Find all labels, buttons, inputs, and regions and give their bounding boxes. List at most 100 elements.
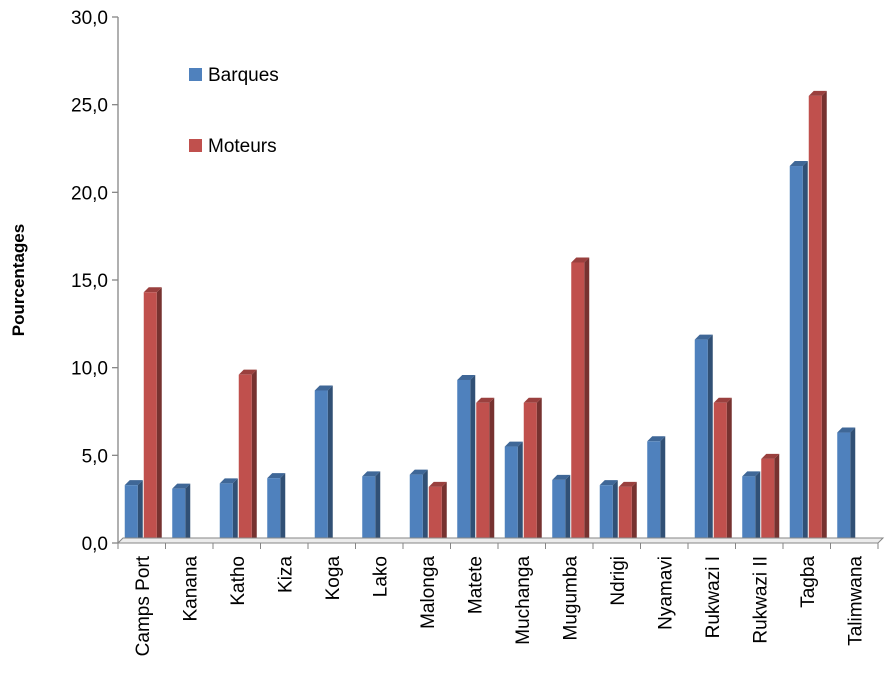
bar-moteurs-13 xyxy=(761,453,780,543)
bar-top xyxy=(761,453,780,459)
bar-side xyxy=(660,436,666,543)
bar-side xyxy=(536,397,542,543)
bar-moteurs-7 xyxy=(476,397,495,543)
bar-front xyxy=(789,166,803,544)
bar-front xyxy=(362,476,376,543)
bar-top xyxy=(457,374,476,380)
bar-front xyxy=(457,379,471,543)
x-tick-label: Rukwazi I xyxy=(703,556,724,638)
bar-barques-15 xyxy=(837,427,856,543)
bar-side xyxy=(612,480,618,543)
bar-front xyxy=(219,483,233,543)
bar-top xyxy=(504,441,523,447)
bar-front xyxy=(552,479,566,543)
bar-side xyxy=(232,478,238,543)
bar-side xyxy=(584,257,590,543)
bar-barques-13 xyxy=(742,471,761,543)
y-tick-label: 0,0 xyxy=(82,534,108,555)
bar-barques-0 xyxy=(124,480,143,543)
bar-top xyxy=(618,481,637,487)
bar-front xyxy=(143,292,157,543)
bar-side xyxy=(774,453,780,543)
x-tick-label: Kiza xyxy=(275,556,296,593)
y-tick-label: 10,0 xyxy=(71,359,108,380)
bar-top xyxy=(599,480,618,486)
bar-moteurs-0 xyxy=(143,287,162,543)
bar-top xyxy=(808,90,827,96)
bar-side xyxy=(156,287,162,543)
bar-side xyxy=(517,441,523,543)
bar-front xyxy=(571,262,585,543)
y-tick-label: 5,0 xyxy=(82,446,108,467)
bar-top xyxy=(523,397,542,403)
x-tick-label: Tagba xyxy=(798,556,819,608)
bar-top xyxy=(476,397,495,403)
bar-side xyxy=(137,480,143,543)
bar-top xyxy=(428,481,447,487)
bar-top xyxy=(238,369,257,375)
bar-front xyxy=(618,486,632,543)
bar-barques-12 xyxy=(694,334,713,543)
bar-top xyxy=(647,436,666,442)
bar-barques-10 xyxy=(599,480,618,543)
x-tick-label: Lako xyxy=(370,556,391,597)
bar-front xyxy=(761,458,775,543)
bar-front xyxy=(837,432,851,543)
bar-top xyxy=(409,469,428,475)
bar-top xyxy=(713,397,732,403)
bar-front xyxy=(409,474,423,543)
bar-front xyxy=(267,478,281,543)
y-tick-label: 20,0 xyxy=(71,183,108,204)
bar-side xyxy=(631,481,637,543)
bar-moteurs-8 xyxy=(523,397,542,543)
x-tick-label: Malonga xyxy=(418,556,439,629)
bar-side xyxy=(707,334,713,543)
bar-top xyxy=(143,287,162,293)
bar-barques-1 xyxy=(172,483,191,543)
bar-front xyxy=(742,476,756,543)
bar-front xyxy=(694,339,708,543)
bar-top xyxy=(789,161,808,167)
bar-side xyxy=(327,385,333,543)
legend-label-barques: Barques xyxy=(208,65,279,86)
bar-barques-7 xyxy=(457,374,476,543)
plot-area xyxy=(124,90,875,544)
bar-moteurs-9 xyxy=(571,257,590,543)
x-tick-label: Katho xyxy=(228,556,249,606)
bar-top xyxy=(837,427,856,433)
bar-top xyxy=(694,334,713,340)
legend-swatch-barques xyxy=(189,68,202,81)
axes: 0,0 5,0 10,0 15,0 20,0 25,0 30,0 Camps Port Kana… xyxy=(71,8,885,656)
bar-front xyxy=(476,402,490,543)
legend-label-moteurs: Moteurs xyxy=(208,136,277,157)
bar-side xyxy=(251,369,257,543)
bar-side xyxy=(470,374,476,543)
bar-side xyxy=(755,471,761,543)
legend-swatch-moteurs xyxy=(189,139,202,152)
bar-barques-9 xyxy=(552,474,571,543)
bar-front xyxy=(713,402,727,543)
bar-top xyxy=(124,480,143,486)
bar-front xyxy=(647,441,661,543)
x-tick-label: Ndrigi xyxy=(608,556,629,606)
x-tick-label: Kanana xyxy=(180,556,201,622)
bar-side xyxy=(280,473,286,543)
x-tick-label: Talimwana xyxy=(845,556,866,646)
bar-front xyxy=(599,485,613,543)
bar-front xyxy=(808,95,822,544)
bar-side xyxy=(850,427,856,543)
bar-front xyxy=(172,488,186,543)
chart-floor xyxy=(116,537,885,544)
bar-side xyxy=(489,397,495,543)
bar-barques-6 xyxy=(409,469,428,543)
bar-front xyxy=(314,390,328,543)
bar-barques-3 xyxy=(267,473,286,543)
bar-side xyxy=(821,90,827,544)
bar-front xyxy=(428,486,442,543)
bar-top xyxy=(362,471,381,477)
bar-moteurs-12 xyxy=(713,397,732,543)
bar-side xyxy=(565,474,571,543)
bar-top xyxy=(267,473,286,479)
bar-front xyxy=(124,485,138,543)
